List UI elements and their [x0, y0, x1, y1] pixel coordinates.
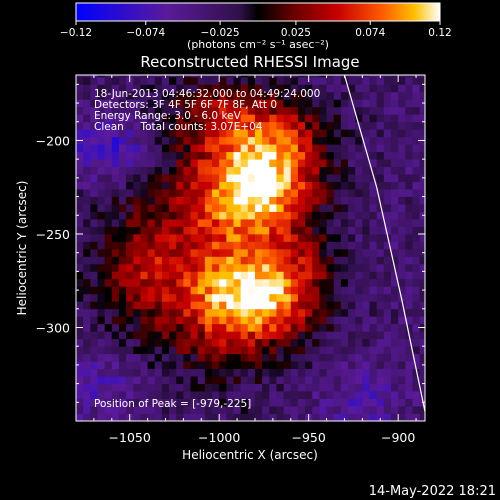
colorbar-tick-label: 0.12: [428, 27, 451, 39]
colorbar-units-label: (photons cm⁻² s⁻¹ asec⁻²): [187, 38, 329, 51]
colorbar-tick-labels: −0.12 −0.074 −0.025 0.025 0.074 0.12: [60, 27, 452, 39]
x-tick-label: −1050: [109, 430, 151, 445]
annotation-energy-range: Energy Range: 3.0 - 6.0 keV: [94, 110, 242, 122]
y-axis-ticks: −200 −250 −300: [36, 83, 425, 403]
y-tick-label: −300: [36, 320, 70, 335]
annotation-time-range: 18-Jun-2013 04:46:32.000 to 04:49:24.000: [94, 88, 320, 100]
x-tick-label: −950: [291, 430, 325, 445]
x-axis-label: Heliocentric X (arcsec): [182, 448, 318, 462]
y-tick-label: −250: [36, 227, 70, 242]
x-tick-label: −900: [381, 430, 415, 445]
colorbar-tick-label: 0.025: [281, 27, 311, 39]
colorbar-tick-label: 0.074: [355, 27, 385, 39]
chart-title: Reconstructed RHESSI Image: [140, 53, 359, 71]
annotation-detectors: Detectors: 3F 4F 5F 6F 7F 8F, Att 0: [94, 99, 277, 111]
x-axis-ticks: −1050 −1000 −950 −900: [93, 75, 417, 445]
peak-position-label: Position of Peak = [-979,-225]: [94, 398, 251, 410]
solar-limb-line: [343, 75, 425, 412]
colorbar-tick-label: −0.12: [60, 27, 92, 39]
colorbar: [75, 2, 441, 22]
colorbar-tick-label: −0.074: [126, 27, 165, 39]
colorbar-ticks: [75, 21, 441, 25]
heatmap-image: [76, 75, 425, 421]
y-tick-label: −200: [36, 133, 70, 148]
colorbar-tick-label: −0.025: [201, 27, 240, 39]
plot-frame: [75, 74, 426, 422]
x-tick-label: −1000: [198, 430, 240, 445]
footer-date: 14-May-2022 18:21: [369, 484, 496, 499]
y-axis-label: Heliocentric Y (arcsec): [15, 181, 29, 316]
annotation-clean-counts: Clean Total counts: 3.07E+04: [94, 121, 263, 133]
